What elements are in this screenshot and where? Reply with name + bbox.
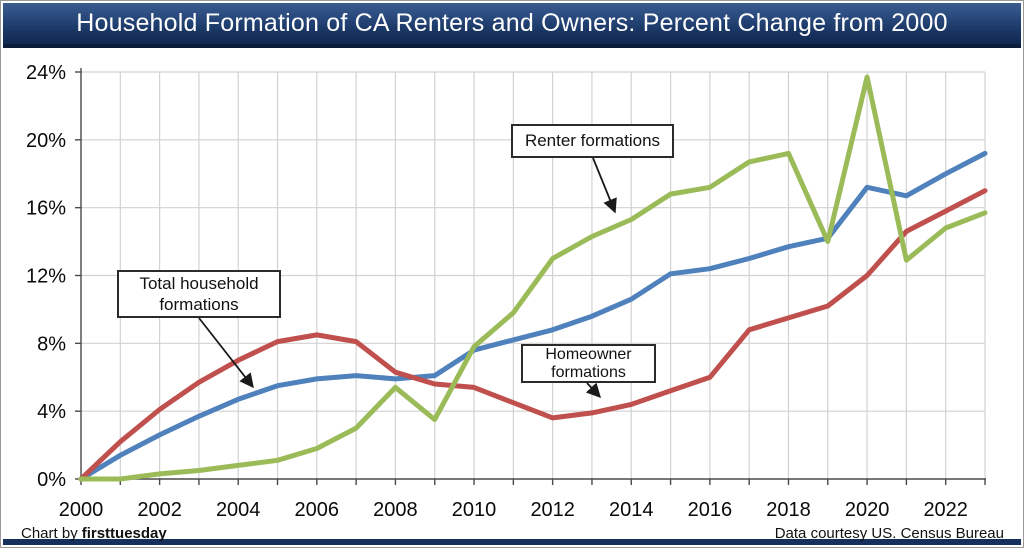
y-tick-label: 20% xyxy=(26,130,66,152)
x-tick-label: 2008 xyxy=(373,499,418,521)
credit-brand: firsttuesday xyxy=(81,525,167,542)
annotation-label-line: Renter formations xyxy=(524,131,661,150)
annotation-label-line: Homeowner xyxy=(545,345,632,363)
axes xyxy=(75,68,986,485)
y-tick-label: 24% xyxy=(26,62,66,84)
annotation-arrow-renter-formations xyxy=(592,157,617,214)
x-tick-label: 2012 xyxy=(530,499,575,521)
title-bar: Household Formation of CA Renters and Ow… xyxy=(3,3,1021,48)
y-tick-label: 4% xyxy=(37,401,66,423)
annotation-arrows xyxy=(198,157,617,399)
x-tick-label: 2018 xyxy=(766,499,811,521)
x-tick-label: 2006 xyxy=(295,499,340,521)
data-source-note: Data courtesy US. Census Bureau xyxy=(774,525,1004,542)
series-line-total-household-formations xyxy=(78,150,988,482)
annotation-renter-formations: Renter formations xyxy=(511,124,674,158)
x-tick-label: 2022 xyxy=(923,499,968,521)
credit-prefix: Chart by xyxy=(21,525,78,542)
annotation-label-line: Total household xyxy=(139,274,259,293)
x-tick-label: 2016 xyxy=(688,499,733,521)
chart-title: Household Formation of CA Renters and Ow… xyxy=(76,9,948,37)
x-tick-label: 2010 xyxy=(452,499,497,521)
y-tick-label: 16% xyxy=(26,198,66,220)
annotation-homeowner-formations: Homeowner formations xyxy=(521,344,656,383)
chart-credit: Chart by firsttuesday xyxy=(21,525,167,542)
series-line-homeowner-formations xyxy=(78,188,988,482)
annotation-total-household-formations: Total household formations xyxy=(117,270,281,318)
annotation-label-line: formations xyxy=(159,295,239,314)
x-tick-label: 2004 xyxy=(216,499,261,521)
x-tick-label: 2002 xyxy=(137,499,182,521)
series-line-renter-formations xyxy=(78,74,988,482)
annotation-label-line: formations xyxy=(551,363,626,381)
y-tick-label: 12% xyxy=(26,266,66,288)
annotation-arrow-total-household-formations xyxy=(198,317,254,389)
x-tick-label: 2020 xyxy=(845,499,890,521)
y-tick-label: 8% xyxy=(37,333,66,355)
tick-labels: 2000 2002 2004 2006 2008 2010 2012 2014 2016 2018… xyxy=(26,62,968,521)
x-tick-label: 2000 xyxy=(59,499,104,521)
bottom-accent-bar xyxy=(3,539,1021,545)
y-tick-label: 0% xyxy=(37,469,66,491)
x-tick-label: 2014 xyxy=(609,499,654,521)
annotation-arrow-homeowner-formations xyxy=(585,382,601,399)
